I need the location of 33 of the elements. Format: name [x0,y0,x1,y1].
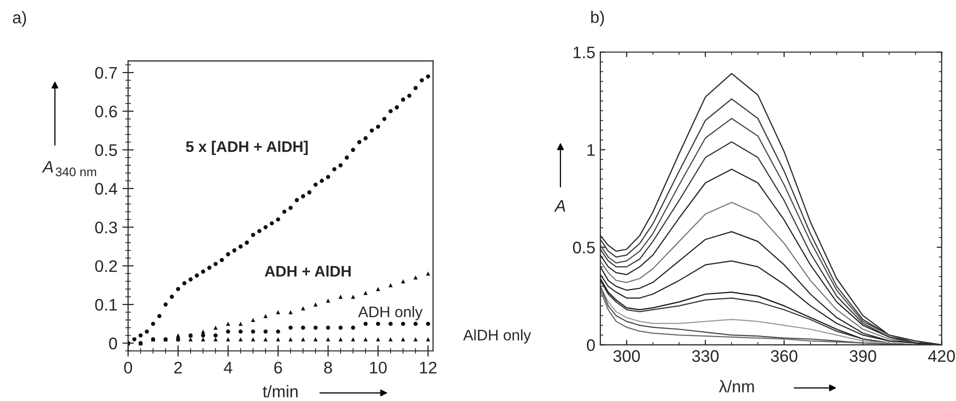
y-tick-label: 0.7 [95,66,117,79]
x-tick-label: 4 [224,362,232,374]
y-tick-label: 0.5 [572,242,595,254]
y-tick-label: 0.5 [95,144,117,156]
y-tick-label: 0.4 [95,182,118,195]
x-tick-label: 12 [420,362,436,374]
chart-title: b) [591,10,604,26]
x-tick-label: 0 [124,362,132,374]
x-tick-label: 10 [370,362,387,374]
y-tick-label: 0.1 [95,298,117,311]
series-label: 5 x [ADH + AlDH] [186,140,308,156]
y-tick-label: 1.5 [574,46,595,58]
x-tick-label: 300 [613,350,640,362]
chart-title: a) [12,11,26,27]
x-tick-label: 420 [928,350,955,362]
y-tick-label: 0.3 [95,222,117,234]
y-tick-label: 0 [109,338,118,350]
y-tick-label: 0.2 [95,260,117,272]
series-label: ADH + AlDH [264,265,351,277]
y-tick-label: 0 [586,339,595,352]
x-tick-label: 2 [174,362,182,374]
x-tick-label: 360 [770,350,798,362]
text: AlDH only [463,329,532,344]
series-label: ADH only [358,306,423,320]
x-tick-label: 6 [274,362,282,374]
x-axis-title: t/min [262,385,298,398]
y-axis-title: A [554,200,566,212]
y-tick-label: 1 [588,144,595,156]
x-tick-label: 390 [850,350,876,362]
x-axis-title: λ/nm [718,380,754,392]
x-tick-label: 8 [324,362,332,374]
y-tick-label: 0.6 [95,106,117,118]
x-tick-label: 330 [692,350,719,362]
